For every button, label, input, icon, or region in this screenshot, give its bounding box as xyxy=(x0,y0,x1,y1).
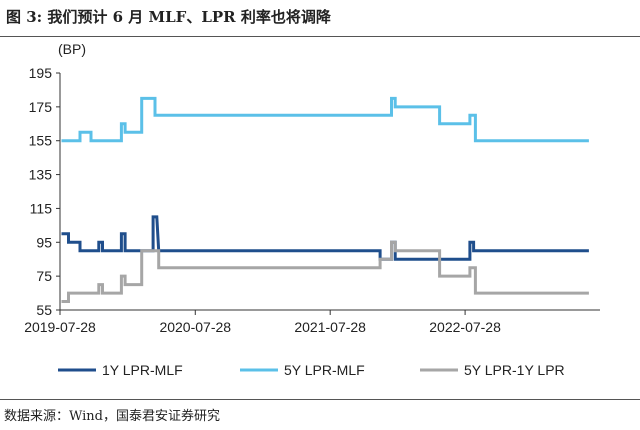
y-unit-label: (BP) xyxy=(58,41,86,57)
x-axis: 2019-07-28 2020-07-28 2021-07-28 2022-07-28 xyxy=(24,309,600,335)
series-line-2 xyxy=(61,96,589,143)
figure-header: 图 3: 我们预计 6 月 MLF、LPR 利率也将调降 xyxy=(0,0,640,36)
chart-canvas: (BP) 55 75 95 115 135 155 175 195 2019-07-28 202… xyxy=(24,41,600,378)
legend-label-3: 5Y LPR-1Y LPR xyxy=(464,362,565,378)
y-tick-label: 155 xyxy=(29,133,53,149)
y-axis: 55 75 95 115 135 155 175 195 xyxy=(29,65,61,318)
y-tick-label: 95 xyxy=(36,234,52,250)
series-line-3 xyxy=(61,240,589,303)
series-layer xyxy=(61,96,589,303)
figure-title: 图 3: 我们预计 6 月 MLF、LPR 利率也将调降 xyxy=(6,8,331,26)
y-tick-label: 195 xyxy=(29,65,53,81)
legend: 1Y LPR-MLF 5Y LPR-MLF 5Y LPR-1Y LPR xyxy=(58,362,565,378)
x-tick-label: 2022-07-28 xyxy=(429,319,501,335)
footer-rule xyxy=(0,399,640,400)
y-tick-label: 115 xyxy=(30,200,53,216)
x-tick-label: 2020-07-28 xyxy=(159,319,231,335)
legend-label-2: 5Y LPR-MLF xyxy=(284,362,365,378)
y-tick-label: 55 xyxy=(36,302,52,318)
y-tick-label: 175 xyxy=(29,99,53,115)
source-note: 数据来源：Wind，国泰君安证券研究 xyxy=(4,409,220,424)
y-tick-label: 75 xyxy=(36,268,52,284)
title-rule xyxy=(0,36,640,37)
x-tick-label: 2019-07-28 xyxy=(24,319,96,335)
legend-label-1: 1Y LPR-MLF xyxy=(102,362,183,378)
y-tick-label: 135 xyxy=(29,167,53,183)
x-tick-label: 2021-07-28 xyxy=(294,319,366,335)
series-line-1 xyxy=(61,215,589,261)
